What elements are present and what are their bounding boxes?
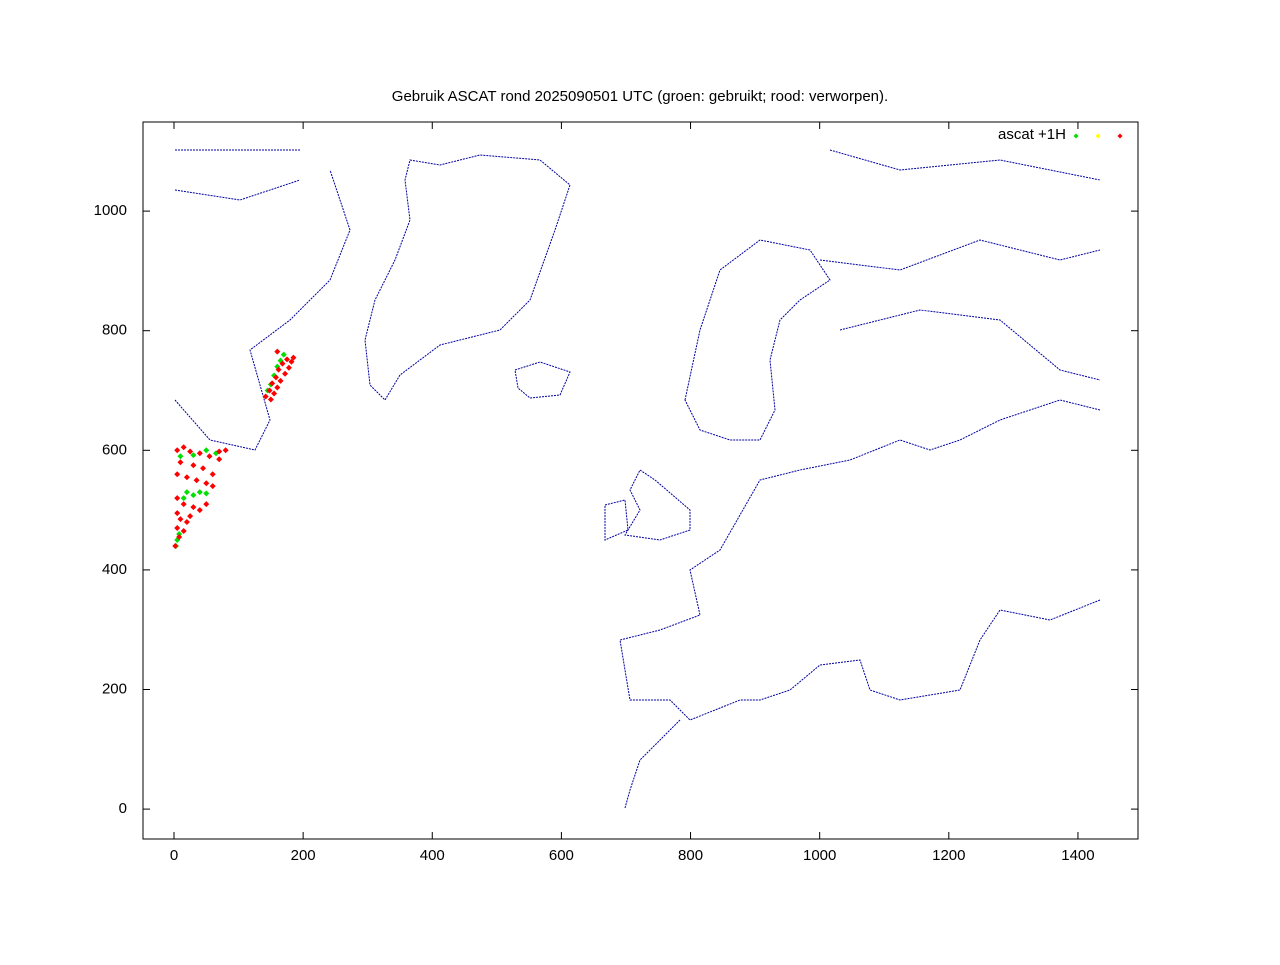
coastline bbox=[624, 469, 691, 541]
data-point bbox=[273, 374, 280, 381]
x-tick-label: 1000 bbox=[803, 847, 836, 864]
data-point bbox=[209, 471, 216, 478]
coastline bbox=[514, 361, 571, 399]
x-tick-label: 600 bbox=[549, 847, 574, 864]
data-point bbox=[216, 448, 223, 455]
data-point bbox=[187, 513, 194, 520]
data-point bbox=[187, 448, 194, 455]
legend-marker bbox=[1095, 133, 1101, 139]
data-point bbox=[288, 358, 295, 365]
data-point bbox=[180, 501, 187, 508]
data-point bbox=[285, 364, 292, 371]
x-tick-label: 400 bbox=[420, 847, 445, 864]
data-point bbox=[266, 387, 273, 394]
y-tick-label: 200 bbox=[102, 680, 127, 697]
data-point bbox=[262, 393, 269, 400]
data-point bbox=[206, 453, 213, 460]
plot-frame bbox=[142, 121, 1139, 840]
data-point bbox=[193, 477, 200, 484]
data-point bbox=[196, 489, 203, 496]
data-point bbox=[267, 396, 274, 403]
data-point bbox=[203, 447, 210, 454]
data-point bbox=[183, 489, 190, 496]
data-point bbox=[280, 351, 287, 358]
coastlines bbox=[174, 149, 1101, 809]
coastline bbox=[624, 719, 681, 809]
x-tick-label: 200 bbox=[291, 847, 316, 864]
y-tick-label: 1000 bbox=[94, 202, 127, 219]
y-tick-label: 400 bbox=[102, 561, 127, 578]
data-point bbox=[190, 492, 197, 499]
x-tick-label: 1200 bbox=[932, 847, 965, 864]
data-point bbox=[200, 465, 207, 472]
data-point bbox=[283, 356, 290, 363]
data-point bbox=[190, 462, 197, 469]
data-point bbox=[177, 516, 184, 523]
data-point bbox=[203, 480, 210, 487]
data-point bbox=[180, 495, 187, 502]
coastline bbox=[174, 149, 1101, 451]
data-point bbox=[216, 456, 223, 463]
data-point bbox=[275, 366, 282, 373]
data-point bbox=[180, 528, 187, 535]
data-point bbox=[174, 471, 181, 478]
x-tick-label: 1400 bbox=[1061, 847, 1094, 864]
data-point bbox=[190, 504, 197, 511]
data-point bbox=[274, 384, 281, 391]
coastline bbox=[604, 499, 629, 541]
coastline bbox=[364, 154, 571, 401]
data-point bbox=[209, 483, 216, 490]
y-tick-label: 0 bbox=[119, 800, 127, 817]
data-point bbox=[183, 474, 190, 481]
data-point bbox=[196, 450, 203, 457]
data-point bbox=[177, 459, 184, 466]
data-point bbox=[176, 534, 183, 541]
chart-title: Gebruik ASCAT rond 2025090501 UTC (groen… bbox=[392, 88, 888, 105]
y-tick-label: 800 bbox=[102, 322, 127, 339]
legend-label: ascat +1H bbox=[998, 126, 1066, 143]
data-point bbox=[177, 453, 184, 460]
data-point bbox=[183, 519, 190, 526]
data-point bbox=[172, 542, 179, 549]
legend-marker bbox=[1073, 133, 1079, 139]
data-point bbox=[174, 525, 181, 532]
data-point bbox=[190, 452, 197, 459]
data-point bbox=[222, 447, 229, 454]
data-point bbox=[269, 380, 276, 387]
data-point bbox=[174, 447, 181, 454]
data-point bbox=[282, 370, 289, 377]
data-point bbox=[196, 507, 203, 514]
data-point bbox=[203, 501, 210, 508]
data-point bbox=[279, 360, 286, 367]
x-tick-label: 0 bbox=[170, 847, 178, 864]
coastline bbox=[619, 399, 1101, 721]
data-point bbox=[180, 444, 187, 451]
data-point bbox=[290, 354, 297, 361]
y-tick-label: 600 bbox=[102, 441, 127, 458]
x-tick-label: 800 bbox=[678, 847, 703, 864]
data-point bbox=[203, 490, 210, 497]
data-point bbox=[274, 348, 281, 355]
data-point bbox=[277, 377, 284, 384]
data-point bbox=[174, 510, 181, 517]
coastline bbox=[684, 239, 831, 441]
data-point bbox=[271, 390, 278, 397]
legend-marker bbox=[1117, 133, 1123, 139]
data-point bbox=[174, 495, 181, 502]
